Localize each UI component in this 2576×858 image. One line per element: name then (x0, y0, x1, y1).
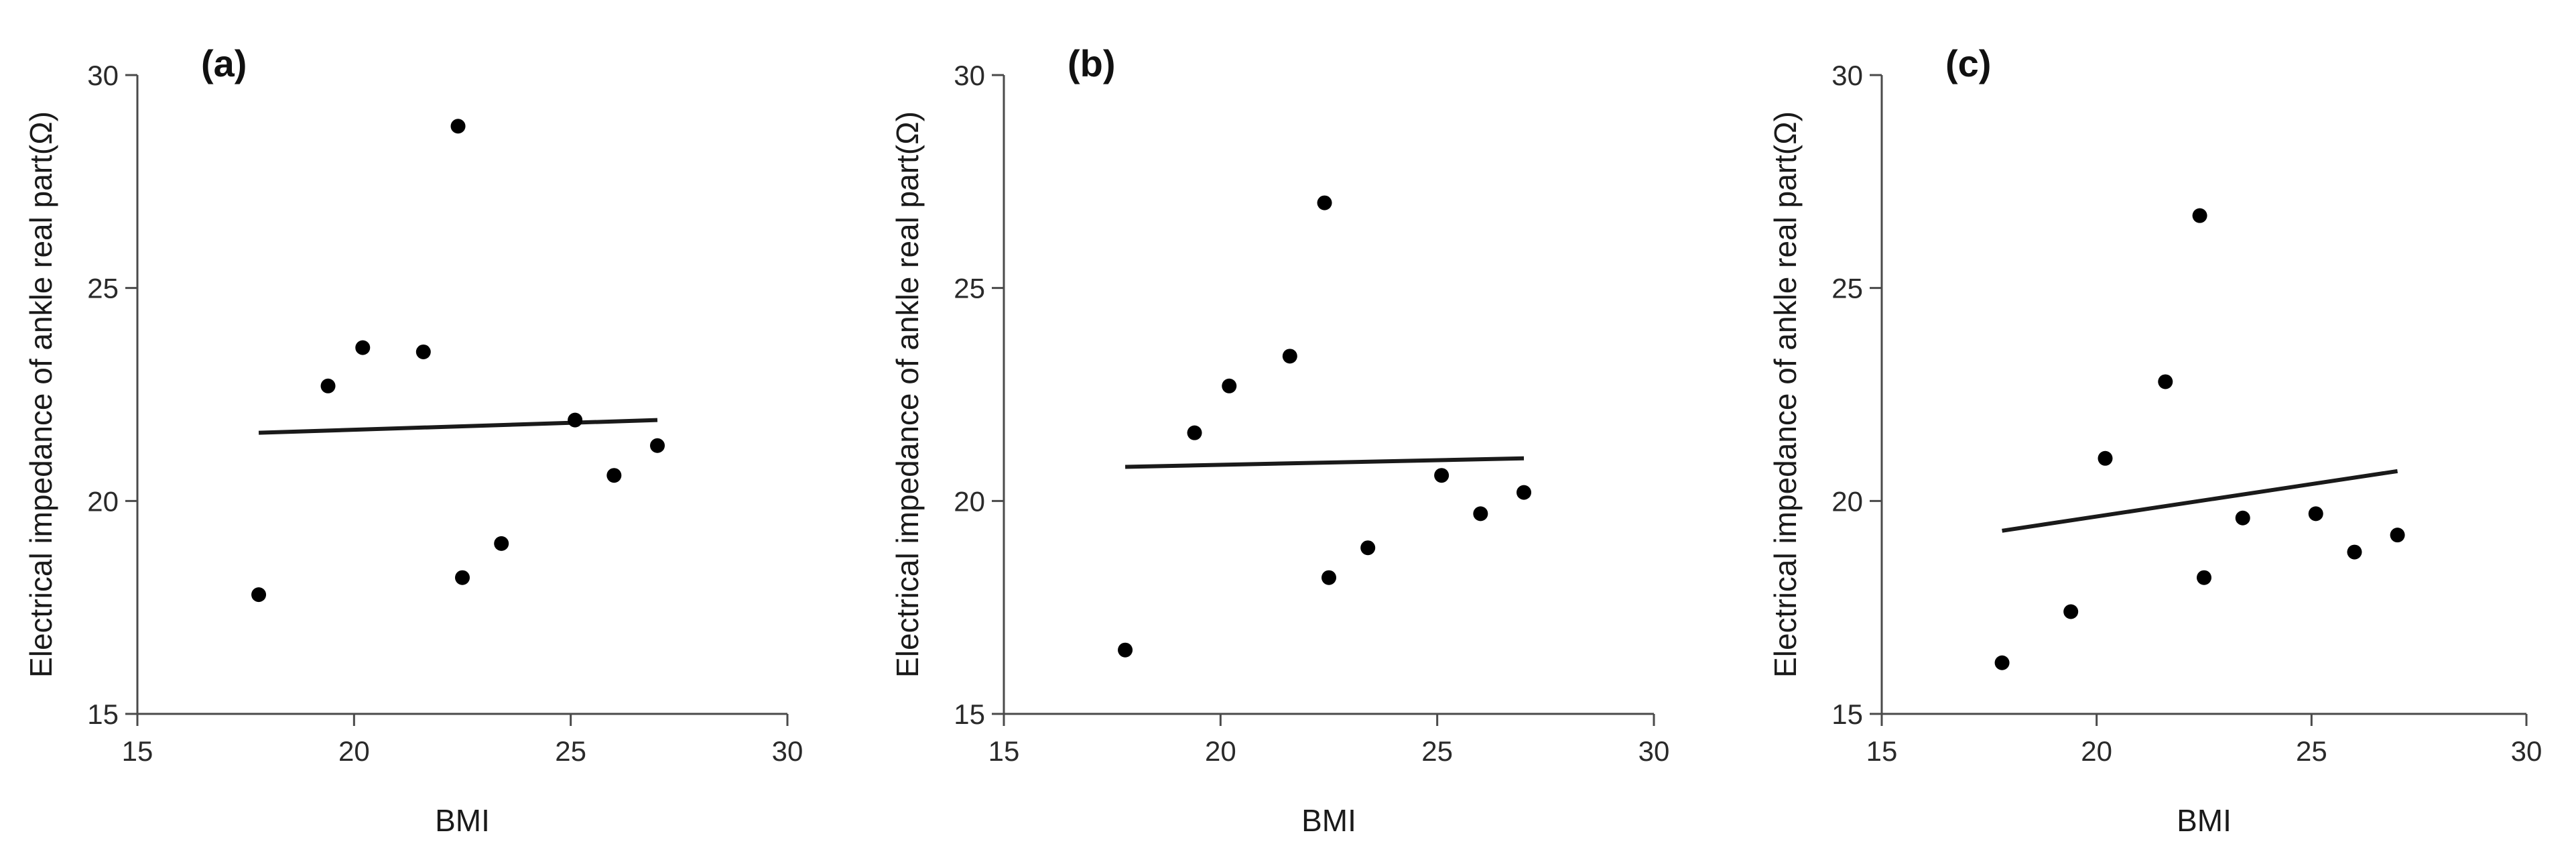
data-point (2347, 544, 2362, 560)
data-point (606, 468, 622, 483)
data-point (1118, 642, 1133, 658)
x-tick-label: 20 (1205, 735, 1236, 767)
y-axis-title: Electrical impedance of ankle real part(… (890, 111, 925, 678)
data-point (2192, 208, 2207, 223)
data-point (1187, 425, 1202, 440)
data-point (650, 438, 665, 453)
fit-line (1125, 456, 1525, 469)
data-point (320, 378, 336, 393)
data-point (355, 340, 371, 355)
data-point (2308, 506, 2323, 522)
data-point (1517, 485, 1531, 500)
data-point (1222, 378, 1237, 393)
data-point (2197, 570, 2211, 585)
data-point (494, 536, 509, 551)
x-tick-label: 15 (988, 735, 1020, 767)
y-tick-label: 20 (1831, 485, 1863, 517)
x-tick-label: 20 (2081, 735, 2112, 767)
x-tick-label: 30 (772, 735, 803, 767)
y-tick-label: 30 (1831, 60, 1863, 91)
data-point (1317, 195, 1332, 210)
data-point (1434, 468, 1450, 483)
x-tick-label: 30 (2511, 735, 2542, 767)
y-tick-label: 30 (954, 60, 985, 91)
x-tick-label: 25 (555, 735, 586, 767)
x-tick-label: 15 (1866, 735, 1898, 767)
data-point (450, 119, 466, 134)
fit-line (258, 418, 658, 435)
x-tick-label: 25 (2296, 735, 2327, 767)
panel-label: (c) (1945, 42, 1991, 84)
data-point (415, 344, 431, 359)
y-tick-label: 15 (954, 698, 985, 730)
data-point (251, 587, 267, 603)
x-axis-title: BMI (435, 803, 490, 838)
x-tick-label: 15 (122, 735, 153, 767)
x-tick-label: 25 (1421, 735, 1453, 767)
y-tick-label: 25 (954, 273, 985, 304)
data-point (455, 570, 470, 585)
data-point (1282, 349, 1297, 364)
data-point (2063, 604, 2079, 619)
y-tick-label: 15 (1831, 698, 1863, 730)
y-tick-label: 20 (954, 485, 985, 517)
data-point (568, 412, 583, 428)
panel-a: 15 20 25 30 15 20 25 30 BMI Electrical impedance … (23, 42, 803, 838)
data-point (1322, 570, 1336, 585)
panel-label: (a) (201, 42, 247, 84)
x-axis-title: BMI (2177, 803, 2232, 838)
y-axis-title: Electrical impedance of ankle real part(… (1768, 111, 1803, 678)
x-tick-label: 30 (1638, 735, 1670, 767)
data-point (2098, 450, 2113, 466)
data-point (1360, 540, 1376, 556)
y-axis-title: Electrical impedance of ankle real part(… (23, 111, 58, 678)
data-point (1473, 506, 1488, 522)
x-axis-title: BMI (1301, 803, 1356, 838)
x-tick-label: 20 (338, 735, 370, 767)
panel-b: 15 20 25 30 15 20 25 30 BMI Electrical impedance … (890, 42, 1669, 838)
panel-c: 15 20 25 30 15 20 25 30 BMI Electrical impedance … (1768, 42, 2542, 838)
data-point (2158, 374, 2173, 389)
fit-line (2002, 469, 2398, 533)
data-point (2235, 510, 2250, 526)
y-tick-label: 20 (87, 485, 119, 517)
y-tick-label: 25 (1831, 273, 1863, 304)
panel-label: (b) (1068, 42, 1116, 84)
y-tick-label: 25 (87, 273, 119, 304)
y-tick-label: 30 (87, 60, 119, 91)
data-point (2390, 528, 2405, 543)
data-point (1994, 655, 2010, 670)
y-tick-label: 15 (87, 698, 119, 730)
